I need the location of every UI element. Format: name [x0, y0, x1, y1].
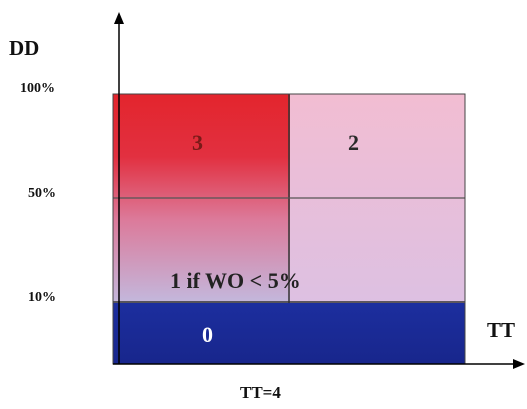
zone-0-label: 0 [202, 322, 213, 348]
y-tick-100: 100% [20, 81, 55, 97]
zone-0-region [113, 303, 465, 364]
y-axis-arrow-icon [114, 12, 124, 24]
zone-2-label: 2 [348, 130, 359, 156]
x-marker-label: TT=4 [240, 383, 281, 403]
zone-3-label: 3 [192, 130, 203, 156]
y-tick-10: 10% [28, 290, 56, 306]
zone-1-label: 1 if WO < 5% [170, 268, 301, 294]
x-axis-title: TT [487, 318, 515, 343]
y-tick-50: 50% [28, 186, 56, 202]
x-axis-arrow-icon [513, 359, 525, 369]
y-axis-title: DD [9, 36, 39, 61]
